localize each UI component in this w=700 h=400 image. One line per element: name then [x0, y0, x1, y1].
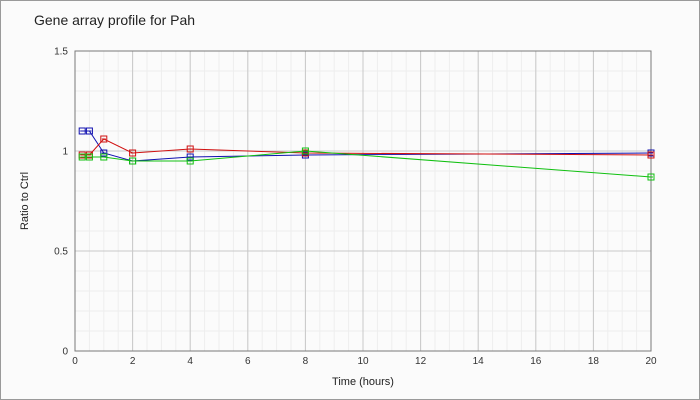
series-layer — [78, 127, 655, 181]
data-point — [85, 127, 93, 135]
x-tick-label: 4 — [187, 356, 193, 367]
series-line — [82, 130, 652, 162]
y-axis-label: Ratio to Ctrl — [19, 172, 31, 230]
data-point — [100, 153, 108, 161]
data-point — [78, 153, 86, 161]
x-tick-label: 14 — [473, 356, 485, 367]
chart-title: Gene array profile for Pah — [34, 12, 196, 28]
data-point — [301, 147, 309, 155]
plot-border — [74, 50, 652, 352]
y-tick-label: 1 — [62, 147, 68, 158]
data-point — [186, 145, 194, 153]
y-tick-label: 0.5 — [54, 247, 68, 258]
x-tick-label: 8 — [303, 356, 309, 367]
data-point — [647, 151, 655, 159]
x-tick-label: 2 — [130, 356, 136, 367]
series-line — [82, 138, 652, 156]
data-point — [100, 149, 108, 157]
series-1 — [78, 127, 655, 165]
y-tick-label: 1.5 — [54, 47, 68, 58]
data-point — [100, 135, 108, 143]
x-tick-label: 6 — [245, 356, 251, 367]
x-tick-label: 12 — [415, 356, 427, 367]
tick-labels: 0 2 4 6 8 10 12 14 16 18 20 0 0.5 1 1.5 — [54, 47, 657, 368]
series-3 — [78, 147, 655, 181]
data-point — [647, 173, 655, 181]
x-tick-label: 0 — [72, 356, 78, 367]
data-point — [78, 127, 86, 135]
data-point — [186, 153, 194, 161]
data-point — [85, 153, 93, 161]
x-tick-label: 20 — [645, 356, 657, 367]
x-tick-label: 18 — [588, 356, 600, 367]
x-tick-label: 10 — [357, 356, 369, 367]
data-point — [129, 149, 137, 157]
y-tick-label: 0 — [62, 347, 68, 358]
data-point — [186, 157, 194, 165]
data-point — [129, 157, 137, 165]
x-axis-label: Time (hours) — [332, 376, 394, 388]
x-tick-label: 16 — [530, 356, 542, 367]
